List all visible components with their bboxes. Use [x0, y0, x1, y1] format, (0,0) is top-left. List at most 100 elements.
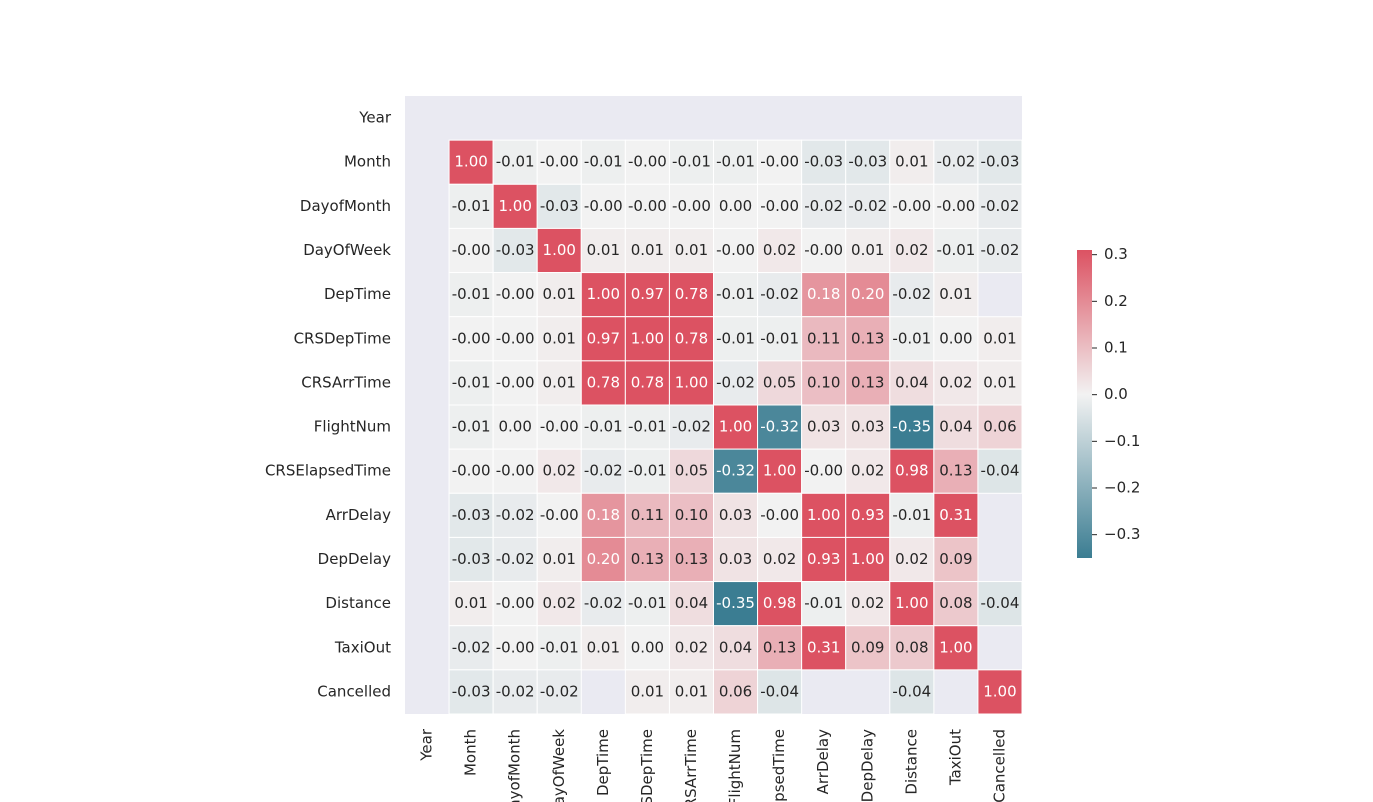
- cell-label: -0.01: [716, 329, 755, 347]
- heatmap-cell: [801, 183, 847, 229]
- cell-label: 0.06: [719, 682, 752, 700]
- heatmap-cell: [801, 272, 847, 318]
- heatmap-cell: [713, 669, 759, 715]
- cell-label: -0.03: [452, 506, 491, 524]
- cell-label: 1.00: [454, 153, 487, 171]
- cell-label: -0.00: [628, 153, 667, 171]
- heatmap-cell: [448, 448, 494, 494]
- cell-label: -0.00: [540, 506, 579, 524]
- heatmap-cell: [933, 492, 979, 538]
- cell-label: -0.04: [981, 594, 1020, 612]
- cell-label: 0.02: [939, 373, 972, 391]
- cell-label: 1.00: [498, 197, 531, 215]
- colorbar-tick-label: 0.2: [1104, 292, 1128, 310]
- y-tick-label: Cancelled: [317, 682, 391, 700]
- cell-label: -0.00: [804, 241, 843, 259]
- cell-label: -0.02: [584, 462, 623, 480]
- cell-label: -0.00: [496, 462, 535, 480]
- heatmap-cell: [801, 316, 847, 362]
- cell-label: -0.00: [804, 462, 843, 480]
- cell-label: 0.20: [587, 550, 620, 568]
- heatmap-cell: [536, 404, 582, 450]
- heatmap-cell: [713, 536, 759, 583]
- cell-label: -0.01: [452, 418, 491, 436]
- cell-label: -0.01: [892, 506, 931, 524]
- heatmap-cell: [624, 316, 670, 362]
- cell-label: -0.03: [981, 153, 1020, 171]
- heatmap-cell: [624, 404, 670, 450]
- cell-label: -0.02: [496, 682, 535, 700]
- heatmap-cell: [492, 272, 538, 318]
- colorbar-tick-label: −0.3: [1104, 525, 1140, 543]
- cell-label: -0.01: [804, 594, 843, 612]
- x-tick-label: CRSArrTime: [682, 729, 700, 802]
- cell-label: 0.01: [895, 153, 928, 171]
- heatmap-cell: [668, 183, 715, 229]
- x-tick-label: CRSElapsedTime: [770, 729, 788, 802]
- colorbar-tick-label: 0.0: [1104, 385, 1128, 403]
- heatmap-cell: [448, 669, 494, 715]
- y-tick-label: CRSElapsedTime: [265, 462, 391, 480]
- cell-label: 0.98: [895, 462, 928, 480]
- cell-label: -0.00: [672, 197, 711, 215]
- cell-label: 0.97: [631, 285, 664, 303]
- heatmap-cell: [889, 272, 935, 318]
- heatmap-cell: [624, 492, 670, 538]
- cell-label: 1.00: [719, 418, 752, 436]
- cell-label: -0.00: [496, 638, 535, 656]
- cell-label: -0.32: [760, 418, 799, 436]
- cell-label: -0.03: [540, 197, 579, 215]
- cell-label: 0.02: [851, 594, 884, 612]
- cell-label: 0.03: [719, 550, 752, 568]
- heatmap-cell: [889, 183, 935, 229]
- cell-label: 0.02: [895, 550, 928, 568]
- cell-label: -0.02: [716, 373, 755, 391]
- heatmap-cell: [492, 669, 538, 715]
- heatmap-cell: [757, 448, 803, 494]
- cell-label: -0.01: [584, 153, 623, 171]
- heatmap-cell: [933, 625, 979, 671]
- cell-label: -0.02: [981, 197, 1020, 215]
- cell-label: -0.00: [452, 329, 491, 347]
- heatmap-cell: [845, 536, 891, 583]
- heatmap-cell: [933, 316, 979, 362]
- cell-label: 0.00: [719, 197, 752, 215]
- cell-label: -0.00: [452, 241, 491, 259]
- heatmap-cell: [801, 360, 847, 406]
- heatmap-cell: [492, 404, 538, 450]
- y-tick-label: Distance: [325, 594, 391, 612]
- x-tick-label: FlightNum: [726, 729, 744, 802]
- cell-label: 0.01: [543, 329, 576, 347]
- cell-label: -0.01: [716, 153, 755, 171]
- heatmap-cell: [536, 625, 582, 671]
- cell-label: 1.00: [543, 241, 576, 259]
- heatmap-cell: [889, 536, 935, 583]
- heatmap-cell: [536, 139, 582, 185]
- cell-label: 0.00: [498, 418, 531, 436]
- cell-label: 0.03: [719, 506, 752, 524]
- heatmap-cell: [580, 492, 626, 538]
- heatmap-cell: [624, 183, 670, 229]
- cell-label: -0.02: [936, 153, 975, 171]
- cell-label: 0.02: [763, 241, 796, 259]
- cell-label: 0.13: [675, 550, 708, 568]
- heatmap-cell: [933, 404, 979, 450]
- heatmap-cell: [845, 448, 891, 494]
- y-tick-label: CRSArrTime: [301, 373, 391, 391]
- cell-label: -0.35: [716, 594, 755, 612]
- cell-label: 0.02: [763, 550, 796, 568]
- cell-label: 0.01: [675, 682, 708, 700]
- cell-label: 0.31: [807, 638, 840, 656]
- cell-label: 0.02: [543, 462, 576, 480]
- cell-label: -0.03: [452, 682, 491, 700]
- heatmap-cell: [977, 581, 1023, 627]
- cell-label: 0.93: [807, 550, 840, 568]
- cell-label: 0.20: [851, 285, 884, 303]
- heatmap-cell: [801, 139, 847, 185]
- cell-label: 0.01: [454, 594, 487, 612]
- heatmap-cell: [757, 404, 803, 450]
- heatmap-cell: [713, 272, 759, 318]
- heatmap-cell: [668, 625, 715, 671]
- cell-label: -0.00: [452, 462, 491, 480]
- cell-label: 0.05: [675, 462, 708, 480]
